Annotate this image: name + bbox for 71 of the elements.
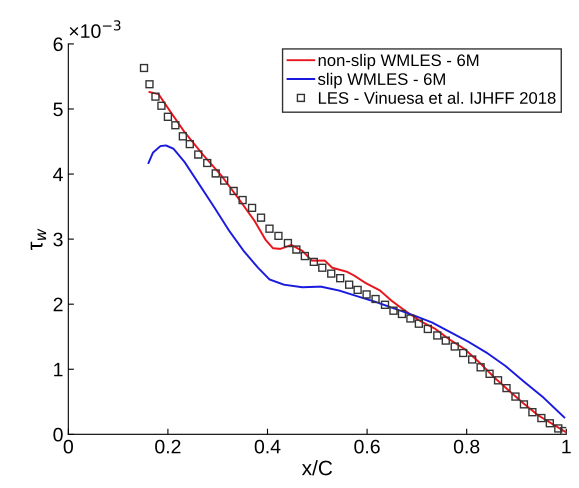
point: [406, 314, 415, 323]
point: [476, 363, 485, 372]
point: [256, 213, 266, 222]
point: [274, 232, 283, 240]
point: [433, 331, 442, 340]
point: [327, 269, 336, 278]
point: [292, 245, 301, 254]
point: [398, 310, 406, 318]
y-tick-label: 1: [54, 362, 63, 376]
y-tick-label: 4: [53, 168, 63, 182]
point: [178, 132, 188, 140]
line-series: [148, 91, 566, 434]
point: [546, 419, 554, 428]
point: [318, 264, 326, 272]
point: [520, 400, 528, 409]
legend-label: LES - Vinuesa et al. IJHFF 2018: [318, 92, 556, 104]
point: [442, 336, 450, 345]
point: [528, 408, 537, 416]
point: [380, 300, 390, 310]
point: [145, 80, 154, 88]
point: [511, 392, 520, 401]
y-axis-title: τ$_{w}$: [30, 228, 46, 250]
point: [151, 92, 160, 101]
line-series: [148, 144, 566, 418]
point: [212, 169, 220, 178]
point: [194, 150, 202, 159]
x-tick-label: 0.6: [354, 440, 380, 454]
y-tick-label: 2: [54, 298, 62, 312]
point: [248, 204, 256, 212]
point: [424, 324, 432, 334]
legend-label: non-slip WMLES - 6M: [318, 54, 478, 70]
x-tick-label: 0.4: [254, 440, 280, 454]
x-tick-label: 0.8: [454, 440, 480, 454]
x-axis-title: x/C: [302, 460, 332, 476]
text: ×10$^{−3}$: [70, 20, 120, 38]
point: [220, 176, 228, 185]
point: [537, 414, 546, 422]
point: [229, 186, 238, 196]
point: [362, 290, 371, 299]
point: [300, 252, 310, 260]
x-tick-label: 1: [562, 440, 571, 454]
x-tick-label: 0: [64, 440, 73, 454]
point: [502, 384, 511, 392]
point: [554, 424, 562, 433]
point: [468, 355, 476, 364]
point: [353, 286, 362, 294]
point: [389, 306, 398, 315]
point: [186, 140, 194, 148]
point: [371, 294, 380, 304]
point: [265, 224, 274, 233]
y-tick-label: 3: [53, 232, 63, 246]
point: [157, 102, 166, 110]
point: [414, 320, 424, 328]
point: [164, 112, 172, 121]
point: [450, 342, 459, 351]
point: [238, 196, 247, 204]
point: [459, 348, 468, 358]
legend-label: slip WMLES - 6M: [318, 72, 445, 88]
point: [336, 274, 344, 282]
point: [284, 238, 292, 248]
point: [344, 280, 354, 289]
point: [310, 258, 318, 266]
y-tick-label: 6: [54, 37, 63, 52]
y-tick-label: 0: [53, 428, 63, 442]
x-tick-label: 0.2: [155, 440, 180, 454]
point: [171, 121, 180, 130]
point: [485, 370, 494, 378]
point: [494, 376, 502, 384]
point: [203, 158, 212, 168]
point: [140, 64, 148, 72]
y-tick-label: 5: [53, 102, 63, 116]
